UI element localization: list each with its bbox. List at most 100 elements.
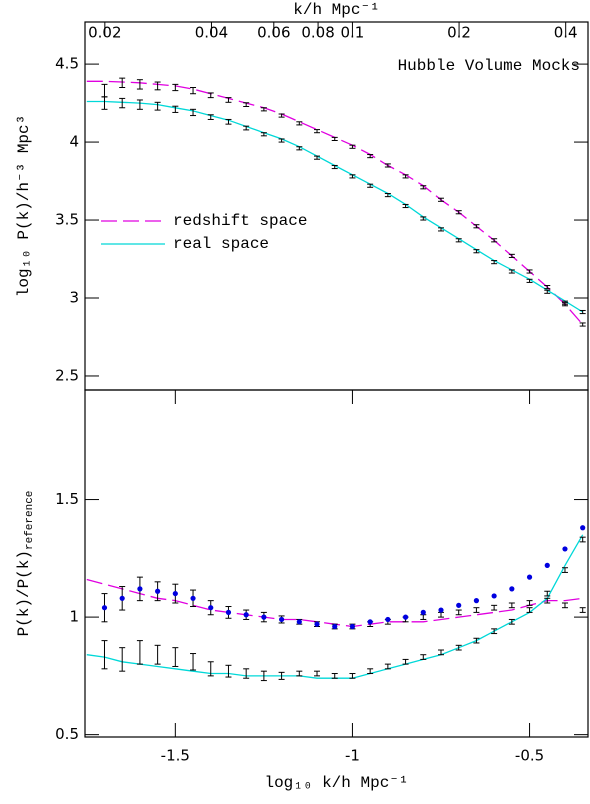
error-bar	[296, 670, 303, 677]
error-bar	[491, 628, 498, 635]
error-bar	[260, 132, 267, 137]
error-bar	[544, 289, 551, 294]
error-bar	[561, 567, 568, 573]
y-axis-label: P(k)/P(k)reference	[15, 491, 36, 637]
error-bar	[101, 96, 108, 110]
top-x-tick-label: 0.08	[301, 24, 334, 42]
error-bar	[420, 654, 427, 660]
y-tick-label: 3	[69, 289, 79, 307]
error-bar	[154, 644, 161, 665]
error-bar	[508, 269, 515, 274]
top-x-tick-label: 0.4	[554, 24, 578, 42]
error-bar	[455, 238, 462, 243]
error-bar	[190, 108, 197, 117]
error-bar	[314, 670, 321, 677]
y-axis-label-main: log₁₀ P(k)/h⁻³ Mpc³	[15, 115, 33, 297]
error-bar	[207, 661, 214, 677]
plot-frame	[84, 21, 589, 391]
data-point	[385, 616, 391, 623]
error-bar	[437, 649, 444, 656]
error-bar	[491, 604, 498, 611]
error-bar	[278, 671, 285, 680]
error-bar	[561, 602, 568, 609]
top-x-tick-label: 0.04	[195, 24, 228, 42]
error-bar	[349, 174, 356, 179]
y-axis-label: log₁₀ P(k)/h⁻³ Mpc³	[15, 115, 33, 297]
error-bar	[579, 309, 586, 315]
y-tick-label: 4.5	[55, 55, 79, 73]
error-bar	[384, 663, 391, 670]
error-bar	[314, 129, 321, 134]
data-point	[296, 619, 302, 625]
error-bar	[402, 174, 409, 179]
data-point	[473, 598, 480, 604]
data-point	[190, 595, 196, 601]
data-point	[526, 574, 533, 580]
legend-label: redshift space	[173, 212, 307, 230]
error-bar	[225, 664, 232, 678]
y-axis-label-main: P(k)/P(k)	[15, 550, 33, 636]
error-bar	[243, 125, 250, 131]
series-line	[86, 578, 583, 628]
error-bar	[119, 77, 126, 88]
error-bar	[402, 203, 409, 209]
x-tick-label: -1	[345, 747, 360, 765]
data-point	[544, 562, 550, 568]
error-bar	[384, 163, 391, 168]
error-bar	[278, 113, 285, 118]
error-bar	[473, 607, 480, 613]
y-tick-label: 3.5	[55, 211, 79, 229]
data-point	[349, 623, 356, 630]
error-bar	[437, 197, 444, 202]
error-bar	[526, 269, 533, 274]
data-point	[261, 614, 267, 620]
top-x-axis-label: k/h Mpc⁻¹	[293, 1, 379, 19]
error-bar	[225, 97, 232, 103]
y-tick-label: 4	[69, 133, 79, 151]
error-bar	[207, 92, 214, 99]
x-tick-label: -0.5	[515, 747, 544, 765]
error-bar	[420, 185, 427, 190]
error-bar	[367, 154, 374, 159]
x-tick-label: -1.5	[161, 747, 190, 765]
data-point	[137, 586, 143, 592]
data-point	[580, 525, 586, 531]
data-point	[509, 586, 515, 592]
data-point	[402, 614, 409, 620]
error-bar	[278, 138, 285, 143]
error-bar	[579, 607, 586, 613]
error-bar	[420, 216, 427, 221]
plot-frame	[84, 389, 589, 738]
data-point	[278, 616, 285, 623]
error-bar	[154, 81, 161, 91]
data-point	[101, 605, 108, 611]
error-bar	[172, 83, 179, 92]
error-bar	[154, 101, 161, 111]
top-x-tick-label: 0.06	[257, 24, 290, 42]
y-axis-label-sub: reference	[24, 491, 36, 550]
data-point	[456, 602, 462, 608]
error-bar	[402, 658, 409, 665]
error-bar	[508, 253, 515, 258]
error-bar	[225, 118, 232, 125]
data-point	[155, 588, 161, 594]
error-bar	[349, 673, 356, 679]
error-bar	[544, 285, 551, 290]
y-tick-label: 0.5	[55, 725, 79, 743]
error-bar	[207, 114, 214, 120]
error-bar	[455, 210, 462, 215]
y-tick-label: 1	[69, 608, 79, 626]
error-bar	[136, 640, 143, 665]
error-bar	[420, 614, 427, 620]
error-bar	[384, 193, 391, 198]
chart-title: Hubble Volume Mocks	[398, 57, 580, 75]
data-point	[208, 605, 214, 611]
data-point	[438, 607, 444, 613]
error-bar	[119, 647, 126, 672]
error-bar	[314, 155, 321, 160]
y-tick-label: 2.5	[55, 366, 79, 384]
error-bar	[579, 322, 586, 327]
y-tick-label: 1.5	[55, 490, 79, 508]
data-point	[314, 621, 320, 627]
